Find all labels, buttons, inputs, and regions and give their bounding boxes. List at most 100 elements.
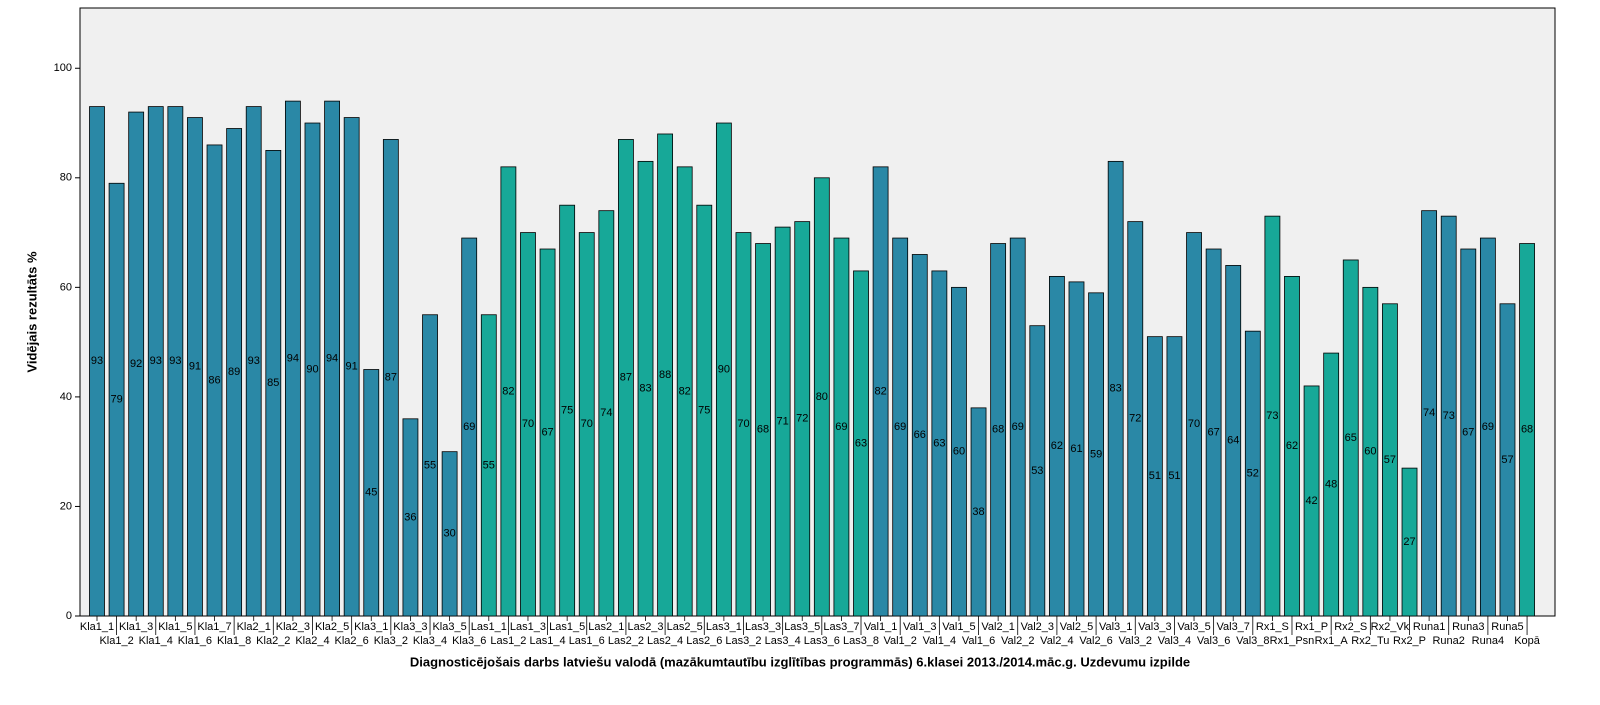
x-tick-label: Val1_1	[864, 621, 897, 633]
bar	[1479, 237, 1496, 617]
data-label: 93	[91, 355, 103, 367]
bar	[1205, 248, 1222, 617]
x-tick-label: Las3_4	[765, 635, 801, 647]
data-label: 60	[1364, 446, 1376, 458]
x-tick-label: Val3_1	[1099, 621, 1132, 633]
bar	[618, 139, 634, 617]
data-label: 80	[816, 391, 828, 403]
bar	[422, 314, 438, 617]
data-label: 91	[346, 361, 358, 373]
bar	[696, 204, 713, 617]
data-label: 27	[1403, 536, 1415, 548]
bar	[89, 106, 105, 617]
x-tick-label: Rx1_S	[1256, 621, 1289, 633]
data-label: 83	[639, 383, 651, 395]
x-tick-label: Kla3_3	[393, 621, 427, 633]
bar	[1421, 210, 1438, 617]
data-label: 69	[835, 421, 847, 433]
data-label: 87	[385, 372, 397, 384]
bar	[637, 160, 654, 617]
x-tick-label: Las1_5	[549, 621, 585, 633]
x-tick-label: Las2_5	[667, 621, 703, 633]
data-label: 73	[1443, 410, 1455, 422]
bar	[559, 204, 576, 617]
bar	[774, 226, 791, 617]
data-label: 59	[1090, 448, 1102, 460]
data-label: 87	[620, 372, 632, 384]
data-label: 72	[1129, 413, 1141, 425]
data-label: 63	[855, 437, 867, 449]
bar	[853, 270, 869, 617]
x-tick-label: Val1_3	[903, 621, 936, 633]
bar	[794, 221, 811, 617]
x-tick-label: Kla2_1	[237, 621, 271, 633]
bar	[382, 139, 399, 617]
bar	[813, 177, 830, 617]
x-tick-label: Las2_2	[608, 635, 644, 647]
bar	[1342, 259, 1359, 617]
data-label: 69	[1482, 421, 1494, 433]
data-label: 71	[777, 415, 789, 427]
bar	[167, 106, 184, 617]
x-tick-label: Kla2_2	[256, 635, 290, 647]
data-label: 30	[443, 528, 455, 540]
data-label: 92	[130, 358, 142, 370]
x-tick-label: Runa5	[1491, 621, 1523, 633]
bar	[324, 100, 340, 617]
x-axis-title: Diagnosticējošais darbs latviešu valodā …	[410, 654, 1190, 669]
bar	[500, 166, 517, 617]
y-tick-label: 60	[60, 281, 72, 293]
data-label: 52	[1247, 467, 1259, 479]
bar	[539, 248, 556, 617]
bar	[970, 407, 987, 617]
data-label: 69	[1012, 421, 1024, 433]
bar	[304, 122, 321, 617]
data-label: 51	[1168, 470, 1180, 482]
x-tick-label: Rx1_A	[1315, 635, 1349, 647]
x-tick-label: Kla3_5	[432, 621, 466, 633]
bar	[872, 166, 889, 617]
x-tick-label: Kla2_5	[315, 621, 349, 633]
data-label: 73	[1266, 410, 1278, 422]
data-label: 85	[267, 377, 279, 389]
bar	[1362, 286, 1379, 617]
data-label: 83	[1110, 383, 1122, 395]
bar	[1284, 275, 1300, 617]
bar	[187, 117, 203, 617]
x-tick-label: Kla1_4	[139, 635, 173, 647]
bar	[1401, 467, 1418, 617]
bar	[147, 106, 164, 617]
data-label: 69	[894, 421, 906, 433]
x-tick-label: Las1_4	[530, 635, 566, 647]
y-tick-label: 0	[66, 610, 72, 622]
x-tick-label: Kla1_6	[178, 635, 212, 647]
x-tick-label: Las3_5	[784, 621, 820, 633]
x-tick-label: Rx2_Tu	[1351, 635, 1389, 647]
data-label: 79	[110, 394, 122, 406]
x-tick-label: Kla3_2	[374, 635, 408, 647]
bar	[1303, 385, 1320, 617]
x-tick-label: Val3_3	[1138, 621, 1171, 633]
x-tick-label: Val3_7	[1216, 621, 1249, 633]
x-tick-label: Val3_4	[1158, 635, 1191, 647]
x-tick-label: Las1_3	[510, 621, 546, 633]
x-tick-label: Val2_3	[1021, 621, 1054, 633]
x-tick-label: Val1_5	[942, 621, 975, 633]
x-tick-label: Rx1_P	[1295, 621, 1328, 633]
x-tick-label: Las2_1	[588, 621, 624, 633]
data-label: 90	[306, 363, 318, 375]
x-tick-label: Las3_2	[725, 635, 761, 647]
bar	[1440, 215, 1457, 617]
data-label: 51	[1149, 470, 1161, 482]
bar	[1088, 292, 1104, 617]
data-label: 64	[1227, 435, 1239, 447]
data-label: 93	[150, 355, 162, 367]
x-tick-label: Las2_3	[627, 621, 663, 633]
data-label: 62	[1051, 440, 1063, 452]
x-tick-label: Kla2_3	[276, 621, 310, 633]
x-tick-label: Kla1_2	[99, 635, 133, 647]
bar	[1186, 232, 1202, 617]
y-tick-label: 40	[60, 391, 72, 403]
bar	[1049, 275, 1065, 617]
x-tick-label: Val2_1	[981, 621, 1014, 633]
